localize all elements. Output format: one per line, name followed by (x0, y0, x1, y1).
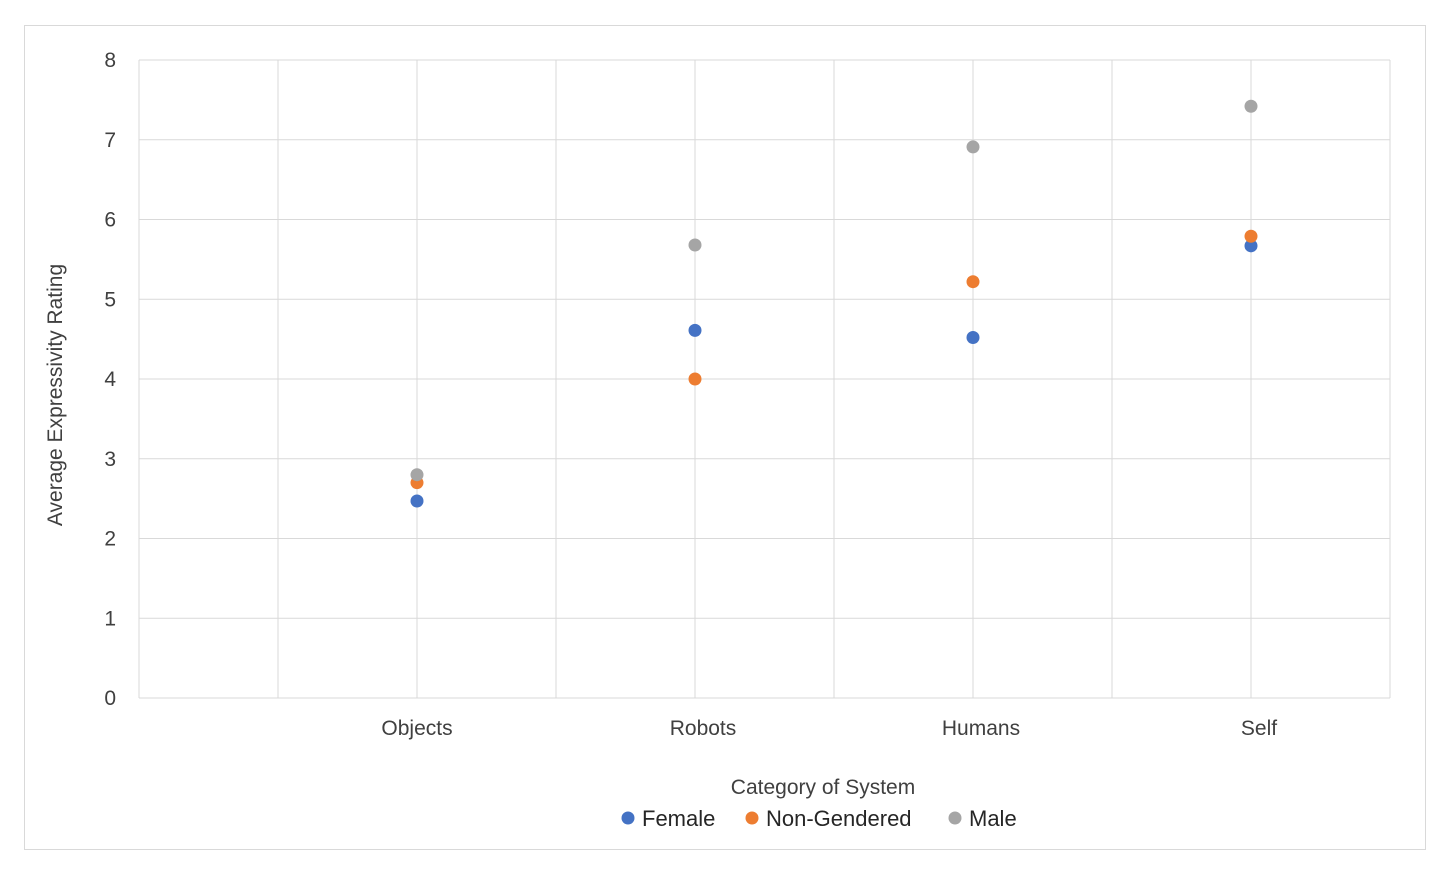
y-tick-label: 6 (104, 209, 116, 232)
data-point-female (688, 323, 702, 337)
data-point-female (410, 494, 424, 508)
y-axis-title: Average Expressivity Rating (44, 264, 67, 526)
y-tick-label: 0 (104, 687, 116, 710)
legend-marker (745, 811, 759, 825)
data-point-non-gendered (966, 275, 980, 289)
y-tick-label: 2 (104, 528, 116, 551)
data-point-male (1244, 99, 1258, 113)
x-tick-label: Humans (942, 717, 1020, 740)
legend: Female Non-Gendered Male (621, 806, 1017, 831)
data-point-male (688, 238, 702, 252)
x-tick-label: Self (1241, 717, 1277, 740)
data-point-female (1244, 239, 1258, 253)
data-point-female (966, 331, 980, 345)
y-tick-label: 8 (104, 49, 116, 72)
legend-label: Non-Gendered (766, 806, 912, 831)
y-tick-label: 3 (104, 448, 116, 471)
chart-frame (24, 25, 1426, 850)
legend-label: Male (969, 806, 1017, 831)
data-point-male (410, 468, 424, 482)
x-axis-title: Category of System (731, 776, 915, 799)
data-points (410, 99, 1258, 508)
data-point-male (966, 140, 980, 154)
y-tick-label: 1 (104, 607, 116, 630)
x-tick-label: Robots (670, 717, 737, 740)
grid-lines (138, 59, 1391, 699)
legend-label: Female (642, 806, 715, 831)
x-axis-ticks: Objects Robots Humans Self (381, 717, 1277, 740)
y-tick-label: 7 (104, 129, 116, 152)
y-tick-label: 4 (104, 368, 116, 391)
legend-marker (948, 811, 962, 825)
data-point-non-gendered (1244, 229, 1258, 243)
legend-marker (621, 811, 635, 825)
x-tick-label: Objects (381, 717, 452, 740)
y-tick-label: 5 (104, 288, 116, 311)
y-axis-ticks: 0 1 2 3 4 5 6 7 8 (104, 49, 116, 710)
data-point-non-gendered (688, 372, 702, 386)
